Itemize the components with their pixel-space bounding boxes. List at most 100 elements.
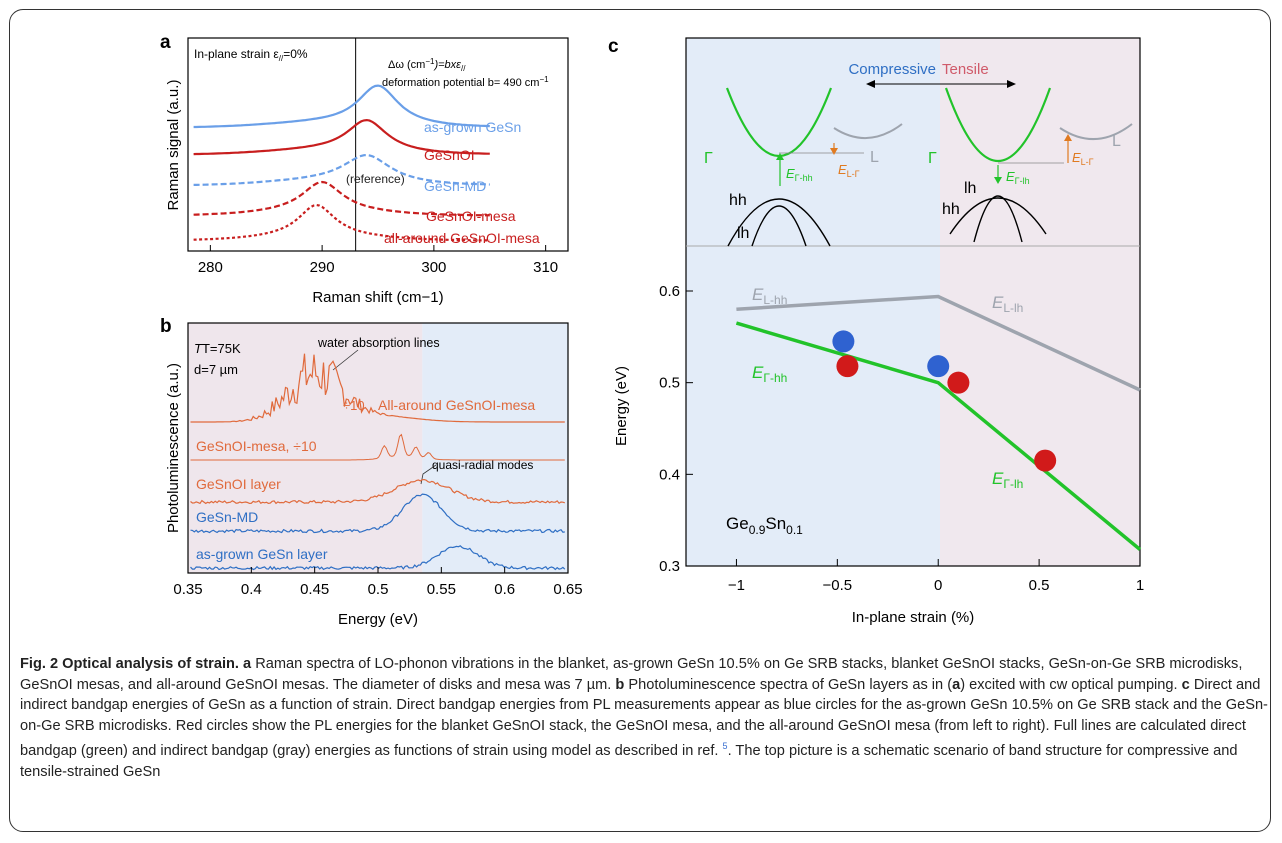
compressive-region [686,38,940,566]
x-tick-label: 280 [198,259,223,276]
pl-series-label: GeSn-MD [196,509,258,525]
L-label-left: L [870,149,879,166]
hh-label-right: hh [942,201,960,218]
raman-series-label: GeSnOI-mesa [426,208,516,224]
direct-gap-line [735,321,1142,551]
pl-series-label: as-grown GeSn layer [196,546,328,562]
temperature-label: TT=75K [194,341,241,356]
panel-a-xticks: 280 290 300 310 [198,245,558,276]
panel-b-xlabel: Energy (eV) [338,611,418,628]
panel-c: c Compressive Tensile Γ L EL-Γ EΓ-hh hh … [608,36,1144,626]
raman-series-1 [193,84,490,129]
blue-data-point [832,330,855,353]
raman-series-label: all-around GeSnOI-mesa [384,230,540,246]
caption-b-letter: b [615,676,625,693]
arrow-right-icon [1007,80,1016,88]
tensile-region [940,38,1140,566]
panel-b-series-labels: All-around GeSnOI-mesa GeSnOI-mesa, ÷10 Ge… [196,397,535,562]
red-data-point [836,355,859,378]
red-data-point [1034,449,1057,472]
x-tick-label: 290 [310,259,335,276]
water-absorption-label: water absorption lines [317,336,440,350]
L-label-right: L [1112,133,1121,150]
panel-c-letter: c [608,36,619,57]
formula-label: Δω (cm−1)=bxε// [388,57,466,73]
hh-band-left [727,198,831,247]
material-label: Ge0.9Sn0.1 [726,514,803,537]
arrow-up-icon [1064,134,1072,141]
reference-link[interactable]: 5 [722,741,728,752]
caption-c-letter: c [1181,676,1190,693]
x-tick-label: 0.6 [494,581,515,598]
panel-c-ylabel: Energy (eV) [613,366,630,446]
caption-c-tail: . The top picture is a schematic scenari… [20,743,1238,780]
x-tick-label: 0.65 [553,581,582,598]
figure-caption: Fig. 2 Optical analysis of strain. a Ram… [20,654,1268,782]
gamma-valley-tensile [944,87,1052,163]
pl-series-2 [190,433,565,461]
pl-series-label: All-around GeSnOI-mesa [378,397,535,413]
y-tick-label: 0.6 [659,283,680,300]
panel-b-curves [190,353,566,571]
lh-band-left [751,205,807,247]
arrow-left-icon [866,80,875,88]
y-tick-label: 0.3 [659,558,680,575]
panel-a-letter: a [160,32,171,53]
L-valley-tensile [1059,123,1133,140]
panel-b-letter: b [160,316,172,337]
panel-c-xlabel: In-plane strain (%) [852,609,975,626]
E-gamma-lh-label: EΓ-lh [1006,169,1030,186]
panel-c-axes [685,37,1141,567]
strain-label: In-plane strain ε//=0% [194,47,308,63]
quasi-radial-label: quasi-radial modes [432,458,533,472]
hh-band-right [949,197,1047,235]
raman-series-4 [193,180,490,217]
caption-a-letter: a [243,656,252,672]
x-tick-label: 0 [934,577,942,594]
panel-a-xlabel: Raman shift (cm−1) [312,289,443,306]
panel-a-ylabel: Raman signal (a.u.) [165,80,182,211]
caption-title: Fig. 2 Optical analysis of strain. [20,656,239,672]
E-L-gamma-left: EL-Γ [838,162,860,179]
pl-series-1 [190,353,565,423]
raman-series-label: GeSnOI [424,147,475,163]
caption-c-text: Direct and indirect bandgap energies of … [20,676,1268,760]
tensile-label: Tensile [942,61,989,78]
L-valley-compressive [833,123,903,140]
blue-shade [422,323,568,573]
panel-a: a In-plane strain ε//=0% Δω (cm−1)=bxε//… [160,32,569,306]
diameter-label: d=7 µm [194,362,238,377]
deformation-label: deformation potential b= 490 cm−1 [382,75,549,89]
pl-series-3 [190,478,565,505]
arrow-up-icon [776,153,784,160]
x-tick-label: 1 [1136,577,1144,594]
arrow-down-icon [994,177,1002,184]
hh-label-left: hh [729,192,747,209]
lh-band-right [973,195,1023,243]
x-tick-label: 310 [533,259,558,276]
x-tick-label: 0.45 [300,581,329,598]
x-tick-label: 0.5 [1029,577,1050,594]
blue-data-point [927,355,950,378]
compressive-label: Compressive [848,61,936,78]
x-tick-label: 0.35 [173,581,202,598]
pl-series-4 [190,493,565,534]
E-gamma-hh-curve-label: EΓ-hh [752,363,787,385]
E-L-hh-label: EL-hh [752,285,787,307]
figure-frame [9,9,1271,832]
caption-b-text: Photoluminescence spectra of GeSn layers… [628,676,1178,693]
x-tick-label: 0.5 [368,581,389,598]
E-gamma-hh-label: EΓ-hh [786,166,813,183]
panel-b-xticks: 0.35 0.4 0.45 0.5 0.55 0.6 0.65 [173,567,583,598]
raman-series-label: GeSn-MD [424,178,486,194]
panel-b-ylabel: Photoluminescence (a.u.) [165,363,182,533]
indirect-gap-line [736,294,1141,392]
x-tick-label: −0.5 [823,577,853,594]
panel-c-plot: −1 −0.5 0 0.5 1 0.3 0.4 0.5 0.6 [659,283,1144,594]
panel-a-axes [187,37,569,252]
panel-a-series-labels: as-grown GeSn GeSnOI GeSn-MD GeSnOI-mesa all… [384,119,540,246]
lh-label-left: lh [737,225,749,242]
x-tick-label: 0.55 [427,581,456,598]
arrow-down-icon [830,148,838,155]
panel-b: b TT=75K d=7 µm water absorption lines ÷… [160,316,583,628]
